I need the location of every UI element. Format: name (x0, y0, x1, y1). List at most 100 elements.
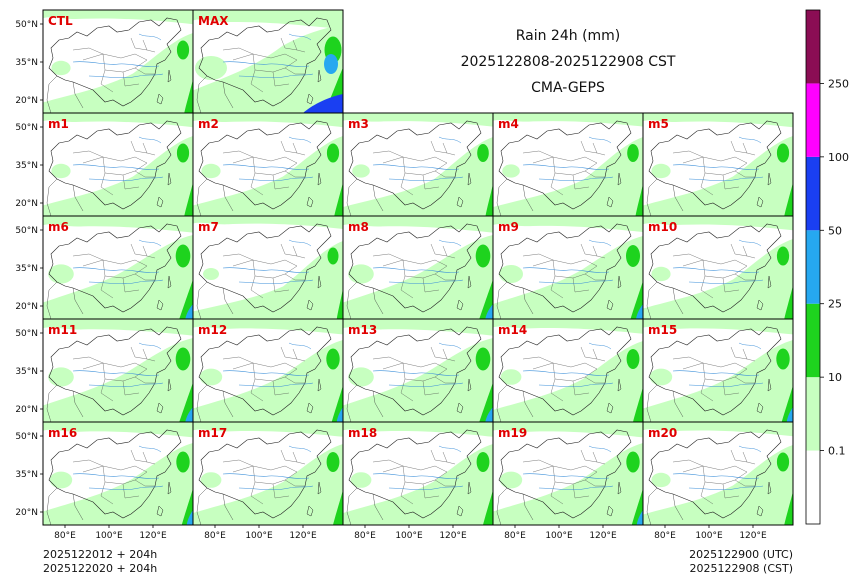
panel-label: MAX (198, 14, 229, 28)
heavy-rain-area (636, 510, 643, 525)
panel-label: m7 (198, 220, 219, 234)
light-rain-area (651, 163, 671, 179)
heavy-rain-area (485, 304, 493, 319)
heavy-rain-area (186, 510, 193, 525)
moderate-rain-area (776, 143, 790, 163)
moderate-rain-area (635, 184, 643, 216)
light-rain-area (343, 422, 493, 437)
map-panel: m4 (492, 112, 644, 217)
light-rain-area (643, 136, 793, 216)
footer-right-line-2: 2025122908 (CST) (690, 562, 793, 575)
lat-tick-label: 50°N (15, 432, 38, 442)
light-rain-area (649, 368, 673, 386)
map-panel: m3 (342, 112, 494, 217)
light-rain-area (643, 422, 793, 437)
lon-tick-label: 120°E (589, 531, 617, 541)
light-rain-area (343, 216, 493, 233)
lat-tick-label: 50°N (15, 20, 38, 30)
panel-label: m19 (498, 426, 527, 440)
map-panel: m5 (642, 112, 794, 217)
lon-tick-label: 80°E (504, 531, 526, 541)
panel-label: m1 (48, 117, 69, 131)
moderate-rain-area (327, 247, 339, 265)
colorbar-tick-label: 0.1 (828, 445, 846, 458)
lon-tick-label: 80°E (354, 531, 376, 541)
light-rain-area (343, 137, 493, 216)
panel-label: CTL (48, 14, 73, 28)
panel-label: m20 (648, 426, 677, 440)
light-rain-area (493, 113, 643, 127)
moderate-rain-area (476, 452, 490, 472)
light-rain-area (499, 471, 523, 489)
light-rain-area (199, 368, 223, 386)
moderate-rain-area (776, 452, 790, 472)
lat-tick-label: 35°N (15, 367, 38, 377)
moderate-rain-area (176, 143, 190, 163)
light-rain-area (193, 241, 343, 319)
panel-label: m4 (498, 117, 519, 131)
panel-label: m6 (48, 220, 69, 234)
lat-tick-label: 35°N (15, 58, 38, 68)
map-panel: m2 (192, 112, 344, 217)
moderate-rain-area (784, 182, 793, 216)
panel-label: m12 (198, 323, 227, 337)
light-rain-area (203, 268, 219, 280)
colorbar-tick-label: 250 (828, 77, 849, 90)
panel-label: m10 (648, 220, 677, 234)
panel-label: m18 (348, 426, 377, 440)
heavy-rain-area (185, 304, 193, 319)
light-rain-area (343, 319, 493, 336)
colorbar-frame (805, 9, 821, 525)
moderate-rain-area (477, 144, 489, 162)
lat-tick-label: 35°N (15, 470, 38, 480)
light-rain-area (193, 216, 343, 229)
map-panel: m14 (492, 318, 644, 423)
panel-label: m15 (648, 323, 677, 337)
panel-label: m3 (348, 117, 369, 131)
title-line-2: 2025122808-2025122908 CST (461, 54, 676, 70)
map-panel: m8 (342, 215, 494, 320)
footer-left-line-2: 2025122020 + 204h (43, 562, 157, 575)
moderate-rain-area (333, 490, 343, 525)
map-panel: m9 (492, 215, 644, 320)
moderate-rain-area (326, 143, 340, 163)
lat-tick-label: 35°N (15, 161, 38, 171)
moderate-rain-area (175, 244, 191, 268)
map-panel: CTL 50°N 35°N 20°N (15, 9, 194, 114)
light-rain-area (643, 340, 793, 422)
colorbar-tick-label: 25 (828, 298, 842, 311)
moderate-rain-area (633, 387, 643, 422)
panel-label: m13 (348, 323, 377, 337)
title-line-3: CMA-GEPS (531, 80, 605, 96)
moderate-rain-area (326, 348, 340, 370)
map-panel: m19 80°E 100°E 120°E (492, 421, 644, 541)
colorbar: 0.1 10 25 50 100 250 (805, 9, 849, 525)
moderate-rain-area (326, 452, 340, 472)
colorbar-tick-label: 100 (828, 151, 849, 164)
colorbar-segment (806, 83, 820, 157)
moderate-rain-area (483, 490, 493, 525)
light-rain-area (51, 60, 71, 76)
light-rain-area (493, 137, 643, 216)
light-rain-area (350, 472, 372, 488)
lon-tick-label: 100°E (245, 531, 273, 541)
moderate-rain-area (176, 451, 190, 473)
heavy-rain-area (336, 407, 343, 422)
colorbar-segment (806, 156, 820, 231)
moderate-rain-area (776, 246, 790, 266)
lat-tick-label: 20°N (15, 96, 38, 106)
light-rain-area (193, 10, 343, 29)
footer-left-line-1: 2025122012 + 204h (43, 548, 157, 561)
colorbar-segment (806, 450, 820, 524)
lon-tick-label: 80°E (204, 531, 226, 541)
lon-tick-label: 100°E (695, 531, 723, 541)
moderate-rain-area (784, 491, 793, 525)
light-rain-area (193, 25, 343, 113)
light-rain-area (499, 265, 523, 283)
light-rain-area (43, 422, 193, 438)
colorbar-segment (806, 230, 820, 304)
map-panel: m11 50°N 35°N 20°N (15, 318, 194, 423)
moderate-rain-area (475, 347, 491, 371)
lon-tick-label: 80°E (54, 531, 76, 541)
light-rain-area (51, 163, 71, 179)
